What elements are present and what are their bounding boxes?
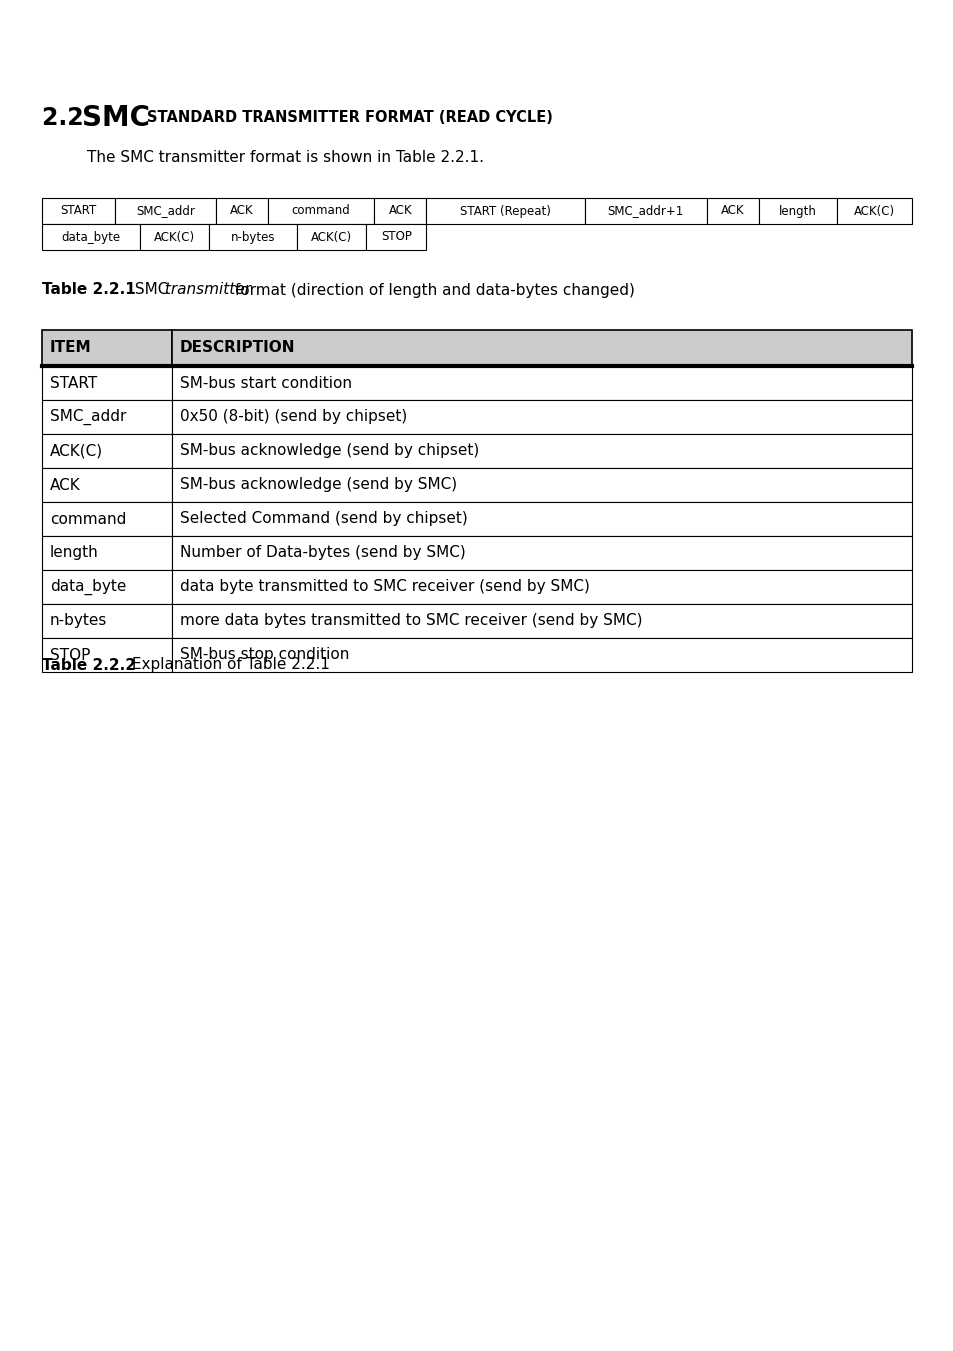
Text: n-bytes: n-bytes [50,613,108,628]
Bar [366,224,426,250]
Text: SM-bus acknowledge (send by SMC): SM-bus acknowledge (send by SMC) [180,477,456,493]
Text: Explanation of Table 2.2.1: Explanation of Table 2.2.1 [127,658,330,673]
Bar [172,536,911,570]
Bar [172,366,911,400]
Text: command: command [50,512,126,527]
Text: format (direction of length and data-bytes changed): format (direction of length and data-byt… [230,282,634,297]
Bar [42,604,172,638]
Text: length: length [50,546,99,561]
Text: ACK: ACK [720,204,744,218]
Text: STOP: STOP [50,647,91,662]
Bar [836,199,911,224]
Bar [426,199,584,224]
Bar [172,400,911,434]
Text: ACK: ACK [50,477,81,493]
Bar [268,199,374,224]
Text: SMC: SMC [130,282,168,297]
Text: SM-bus stop condition: SM-bus stop condition [180,647,349,662]
Text: data byte transmitted to SMC receiver (send by SMC): data byte transmitted to SMC receiver (s… [180,580,589,594]
Text: ACK(C): ACK(C) [50,443,103,458]
Text: STANDARD TRANSMITTER FORMAT (READ CYCLE): STANDARD TRANSMITTER FORMAT (READ CYCLE) [147,111,553,126]
Text: Table 2.2.1: Table 2.2.1 [42,282,135,297]
Bar [42,536,172,570]
Bar [209,224,297,250]
Bar [42,570,172,604]
Bar [42,638,172,671]
Text: SMC_addr: SMC_addr [50,409,126,426]
Bar [42,224,139,250]
Text: START: START [50,376,97,390]
Text: SMC_addr: SMC_addr [135,204,194,218]
Text: DESCRIPTION: DESCRIPTION [180,340,295,355]
Text: transmitter: transmitter [160,282,251,297]
Text: SMC_addr+1: SMC_addr+1 [607,204,683,218]
Text: command: command [292,204,350,218]
Bar [42,434,172,467]
Bar [758,199,836,224]
Text: ACK: ACK [388,204,412,218]
Bar [374,199,426,224]
Bar [172,503,911,536]
Bar [215,199,268,224]
Bar [297,224,366,250]
Text: data_byte: data_byte [61,231,120,243]
Bar [172,467,911,503]
Text: SM-bus start condition: SM-bus start condition [180,376,352,390]
Text: data_byte: data_byte [50,578,126,594]
Text: The SMC transmitter format is shown in Table 2.2.1.: The SMC transmitter format is shown in T… [87,150,483,166]
Text: START (Repeat): START (Repeat) [459,204,551,218]
Text: Number of Data-bytes (send by SMC): Number of Data-bytes (send by SMC) [180,546,465,561]
Text: ITEM: ITEM [50,340,91,355]
Bar [42,400,172,434]
Bar [172,434,911,467]
Text: length: length [778,204,816,218]
Text: ACK(C): ACK(C) [153,231,194,243]
Bar [172,638,911,671]
Text: STOP: STOP [380,231,412,243]
Bar [172,330,911,366]
Bar [172,570,911,604]
Bar [42,199,114,224]
Bar [584,199,706,224]
Text: START: START [60,204,96,218]
Text: SMC: SMC [82,104,150,132]
Text: SM-bus acknowledge (send by chipset): SM-bus acknowledge (send by chipset) [180,443,478,458]
Bar [42,467,172,503]
Bar [114,199,215,224]
Bar [139,224,209,250]
Bar [42,503,172,536]
Text: more data bytes transmitted to SMC receiver (send by SMC): more data bytes transmitted to SMC recei… [180,613,641,628]
Bar [706,199,758,224]
Text: ACK: ACK [230,204,253,218]
Text: Selected Command (send by chipset): Selected Command (send by chipset) [180,512,467,527]
Bar [42,330,172,366]
Text: ACK(C): ACK(C) [853,204,894,218]
Text: 0x50 (8-bit) (send by chipset): 0x50 (8-bit) (send by chipset) [180,409,407,424]
Bar [172,604,911,638]
Text: Table 2.2.2: Table 2.2.2 [42,658,136,673]
Bar [42,366,172,400]
Text: ACK(C): ACK(C) [311,231,352,243]
Text: 2.2: 2.2 [42,105,91,130]
Text: n-bytes: n-bytes [231,231,275,243]
